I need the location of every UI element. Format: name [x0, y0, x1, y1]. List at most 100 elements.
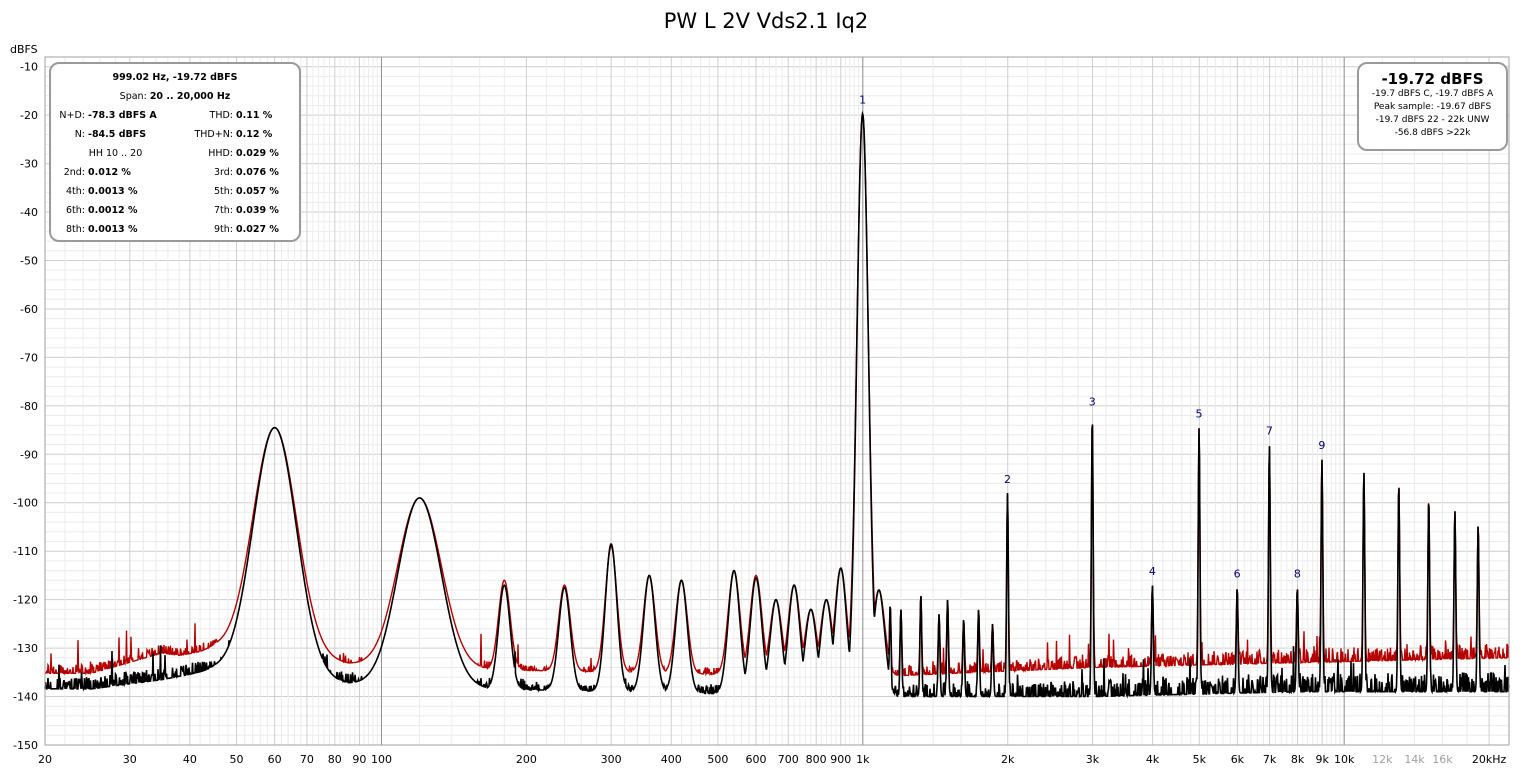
measure-row: N: -84.5 dBFS THD+N: 0.12 % [51, 125, 299, 144]
y-tick-label: -50 [20, 254, 38, 267]
x-tick-label: 20 [38, 753, 52, 766]
series-layer [44, 110, 1510, 699]
n-value: -84.5 dBFS [88, 129, 147, 140]
x-tick-label: 1k [856, 753, 870, 766]
y-tick-label: -20 [20, 109, 38, 122]
measure-row: 4th: 0.0013 % 5th: 0.057 % [51, 182, 299, 201]
y-tick-label: -110 [13, 545, 38, 558]
h6-label: 6th: [66, 205, 85, 216]
harmonic-marker-label: 7 [1266, 425, 1273, 438]
h7-value: 0.039 % [236, 205, 279, 216]
span-row: Span: 20 .. 20,000 Hz [51, 87, 299, 106]
x-tick-label: 5k [1193, 753, 1207, 766]
y-tick-label: -40 [20, 206, 38, 219]
harmonic-marker-label: 1 [859, 94, 866, 107]
nd-label: N+D: [59, 110, 85, 121]
measure-row: HH 10 .. 20 HHD: 0.029 % [51, 144, 299, 163]
measure-row: 6th: 0.0012 % 7th: 0.039 % [51, 201, 299, 220]
y-tick-label: -120 [13, 594, 38, 607]
thd-label: THD: [209, 110, 233, 121]
y-tick-label: -70 [20, 351, 38, 364]
harmonic-markers: 1 2 3 4 5 6 7 8 9 [859, 94, 1325, 581]
x-tick-label: 30 [123, 753, 137, 766]
harmonic-marker-label: 4 [1149, 565, 1156, 578]
y-tick-label: -10 [20, 61, 38, 74]
thd-value: 0.11 % [236, 110, 273, 121]
x-tick-label: 50 [230, 753, 244, 766]
x-tick-label: 300 [601, 753, 622, 766]
x-tick-label: 4k [1146, 753, 1160, 766]
measure-row: 8th: 0.0013 % 9th: 0.027 % [51, 220, 299, 239]
level-weighted: -19.7 dBFS C, -19.7 dBFS A [1371, 89, 1494, 99]
x-tick-label: 400 [661, 753, 682, 766]
x-tick-label: 3k [1086, 753, 1100, 766]
h4-value: 0.0013 % [88, 186, 138, 197]
level-readout-box: -19.72 dBFS -19.7 dBFS C, -19.7 dBFS A P… [1357, 62, 1508, 151]
span-label: Span: [119, 91, 147, 102]
y-tick-label: -60 [20, 303, 38, 316]
x-tick-label: 20kHz [1472, 753, 1507, 766]
x-tick-label: 14k [1404, 753, 1425, 766]
y-tick-label: -140 [13, 691, 38, 704]
x-tick-label: 500 [707, 753, 728, 766]
chart-title: PW L 2V Vds2.1 Iq2 [663, 9, 869, 33]
h5-label: 5th: [214, 186, 233, 197]
x-tick-label: 700 [778, 753, 799, 766]
h5-value: 0.057 % [236, 186, 279, 197]
y-tick-label: -30 [20, 158, 38, 171]
harmonic-marker-label: 6 [1234, 568, 1241, 581]
measure-row: N+D: -78.3 dBFS A THD: 0.11 % [51, 106, 299, 125]
x-tick-label: 9k [1315, 753, 1329, 766]
x-tick-label: 90 [352, 753, 366, 766]
x-tick-label: 900 [830, 753, 851, 766]
x-tick-label: 7k [1263, 753, 1277, 766]
spectrum-series-line [44, 110, 1510, 699]
y-axis-label: dBFS [10, 43, 38, 56]
harmonic-marker-label: 2 [1004, 473, 1011, 486]
h9-label: 9th: [214, 224, 233, 235]
level-peak-sample: Peak sample: -19.67 dBFS [1373, 102, 1492, 112]
hh-range-label: HH 10 .. 20 [88, 148, 143, 159]
h4-label: 4th: [66, 186, 85, 197]
x-tick-label: 40 [183, 753, 197, 766]
x-tick-label: 8k [1291, 753, 1305, 766]
h7-label: 7th: [214, 205, 233, 216]
y-tick-label: -90 [20, 448, 38, 461]
y-tick-label: -150 [13, 739, 38, 752]
x-tick-label: 100 [371, 753, 392, 766]
level-main: -19.72 dBFS [1381, 70, 1484, 88]
x-tick-label: 200 [516, 753, 537, 766]
x-tick-label: 70 [300, 753, 314, 766]
harmonic-marker-label: 8 [1294, 568, 1301, 581]
x-tick-label: 2k [1001, 753, 1015, 766]
h6-value: 0.0012 % [88, 205, 138, 216]
thdn-label: THD+N: [194, 129, 233, 140]
h2-label: 2nd: [63, 167, 85, 178]
hhd-value: 0.029 % [236, 148, 279, 159]
level-unweighted: -19.7 dBFS 22 - 22k UNW [1375, 115, 1490, 125]
axes: -10 -20 -30 -40 -50 -60 -70 -80 -90 -100 -110 -120 -… [13, 61, 1506, 766]
hhd-label: HHD: [208, 148, 233, 159]
x-tick-label: 10k [1334, 753, 1355, 766]
distortion-measurement-box: 999.02 Hz, -19.72 dBFS Span: 20 .. 20,00… [49, 62, 301, 242]
plot-frame [44, 56, 1510, 746]
nd-value: -78.3 dBFS A [88, 110, 157, 121]
x-tick-label: 800 [806, 753, 827, 766]
x-tick-label: 16k [1432, 753, 1453, 766]
h3-value: 0.076 % [236, 167, 279, 178]
thdn-value: 0.12 % [236, 129, 273, 140]
x-tick-label: 6k [1231, 753, 1245, 766]
h8-value: 0.0013 % [88, 224, 138, 235]
n-label: N: [74, 129, 85, 140]
harmonic-marker-label: 9 [1318, 439, 1325, 452]
x-tick-label: 600 [746, 753, 767, 766]
h3-label: 3rd: [213, 167, 233, 178]
x-tick-label: 60 [268, 753, 282, 766]
x-tick-label: 80 [328, 753, 342, 766]
measure-row: 2nd: 0.012 % 3rd: 0.076 % [51, 163, 299, 182]
y-tick-label: -130 [13, 642, 38, 655]
harmonic-marker-label: 5 [1196, 408, 1203, 421]
span-value: 20 .. 20,000 Hz [149, 91, 231, 102]
y-tick-label: -100 [13, 497, 38, 510]
